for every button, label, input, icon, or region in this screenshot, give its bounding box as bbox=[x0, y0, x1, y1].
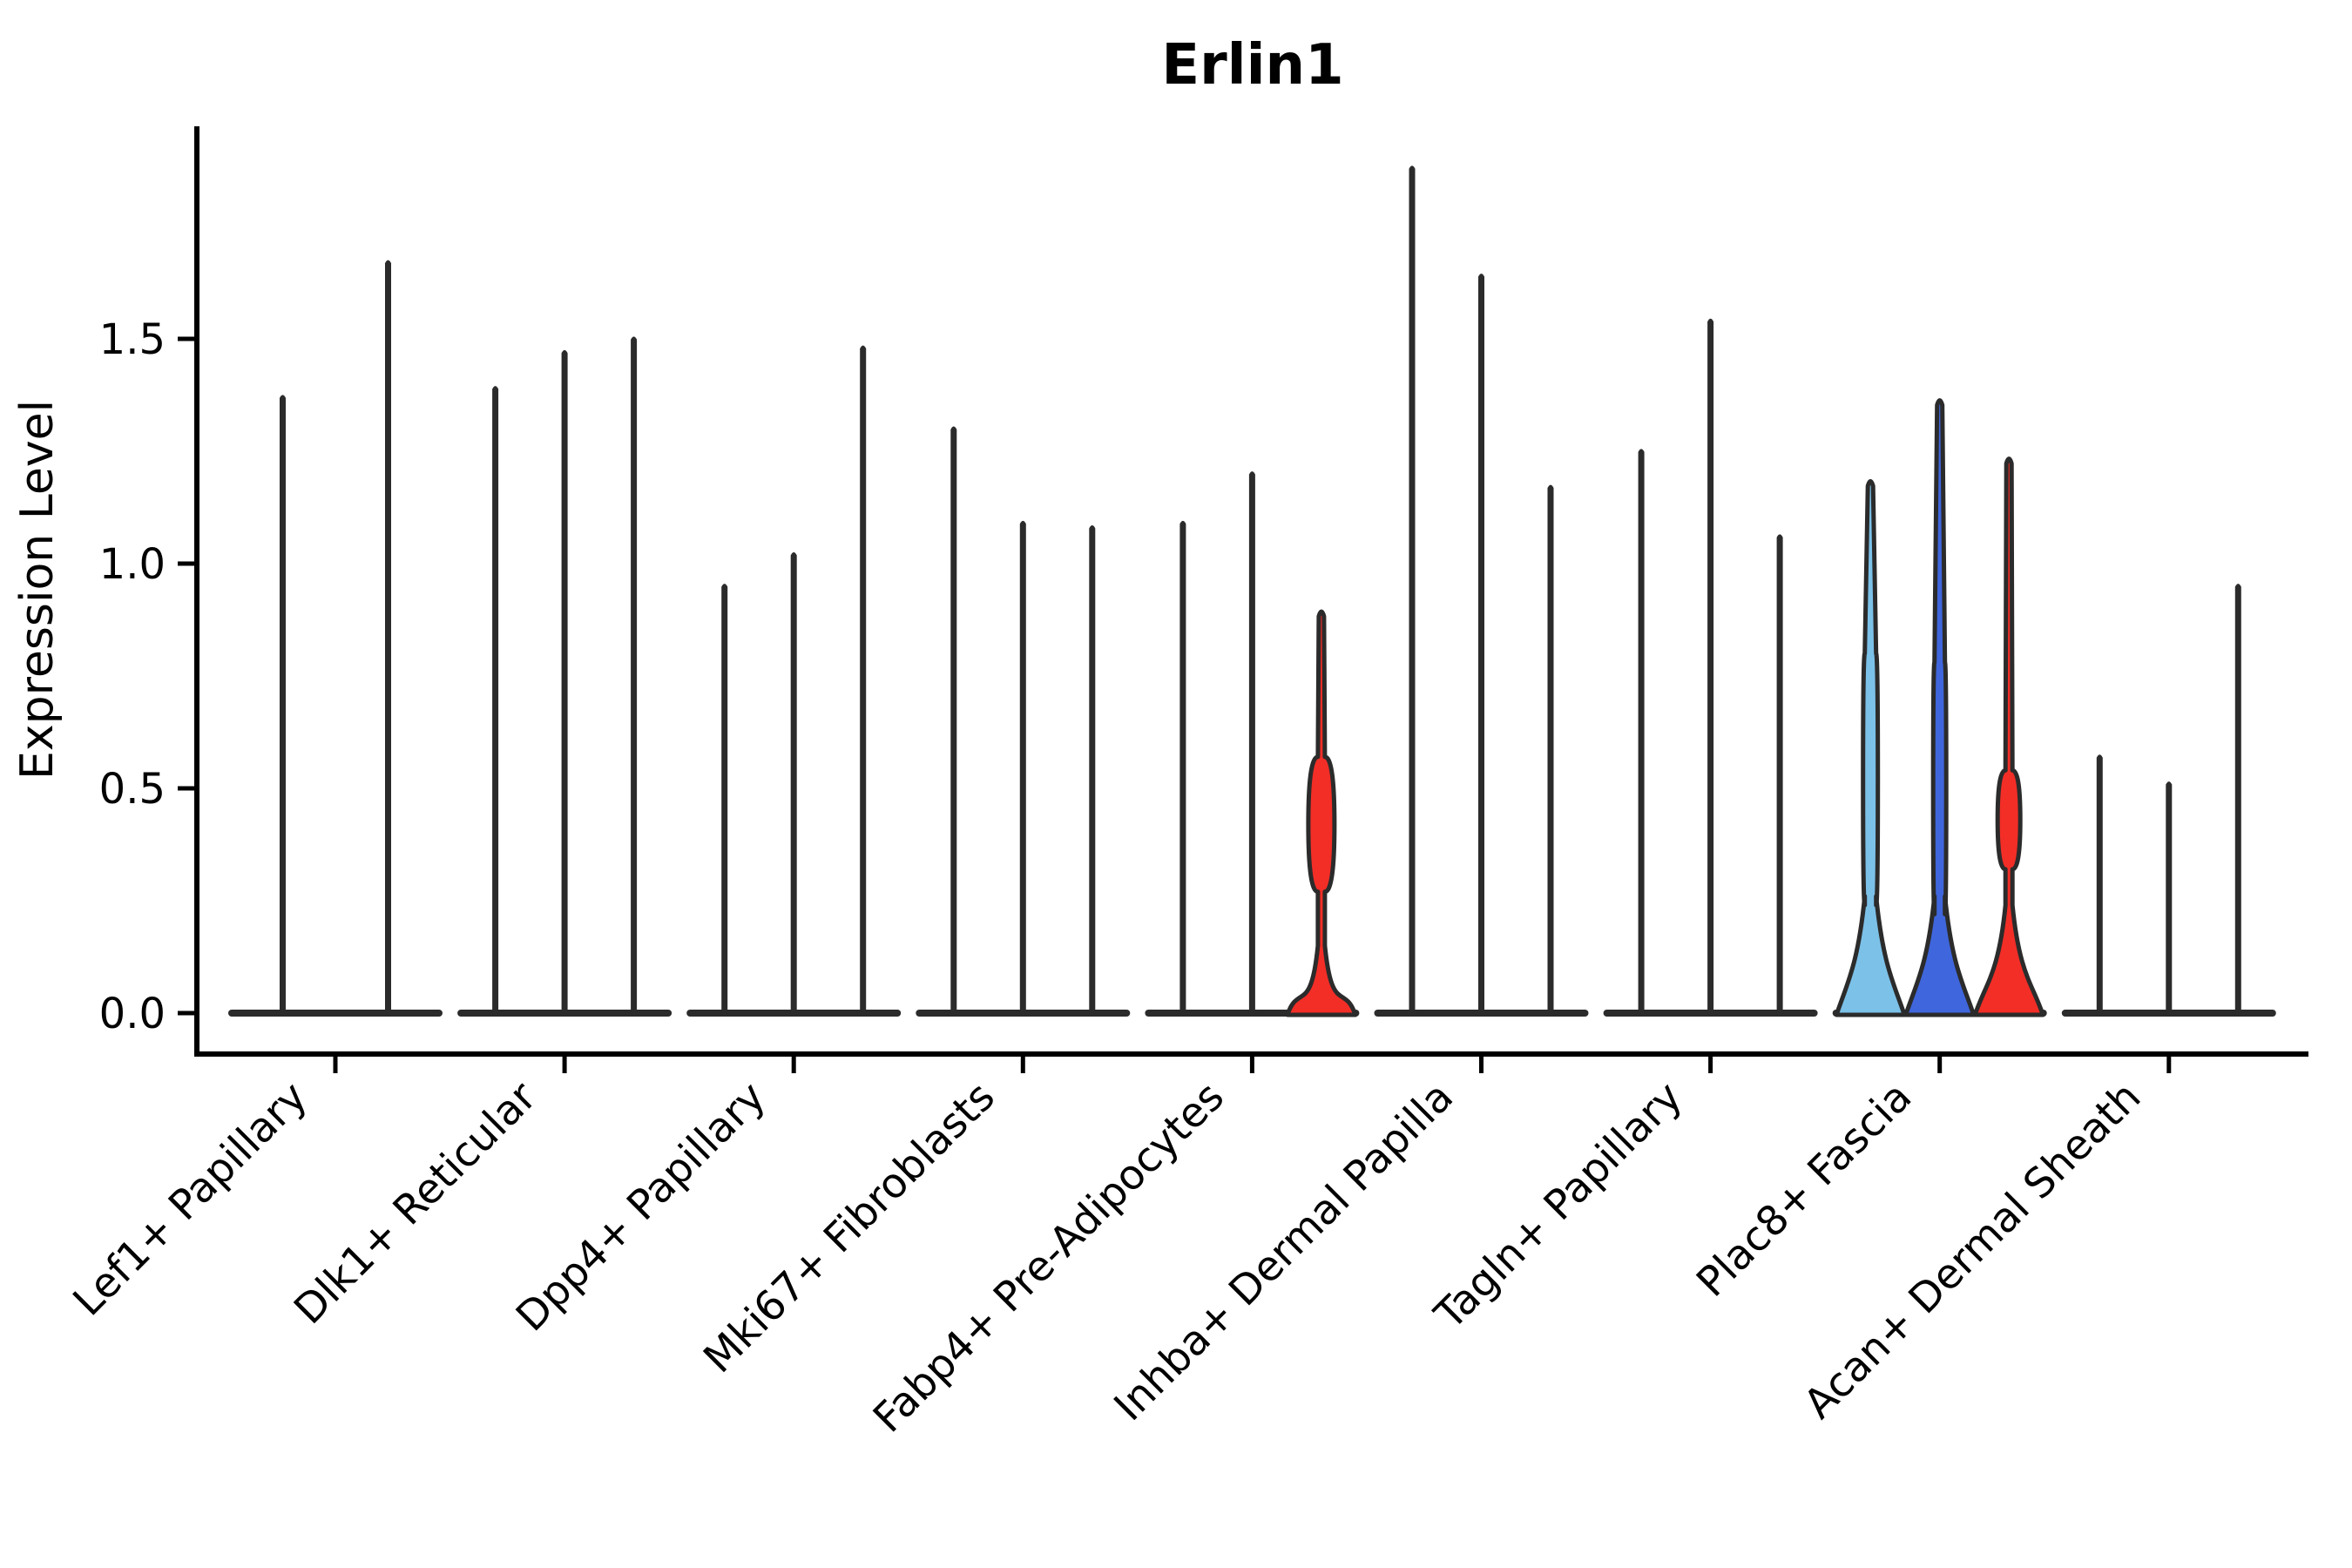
x-tick-label: Dlk1+ Reticular bbox=[285, 1072, 546, 1334]
x-tick-label: Lef1+ Papillary bbox=[64, 1073, 317, 1326]
violin bbox=[1248, 471, 1255, 1015]
violin-filled bbox=[1903, 398, 1977, 1017]
violin bbox=[1478, 274, 1484, 1016]
violin bbox=[1707, 318, 1714, 1015]
violin-filled bbox=[1285, 609, 1358, 1017]
violin bbox=[492, 386, 499, 1016]
y-tick-label: 0.0 bbox=[99, 990, 166, 1038]
violin bbox=[790, 552, 797, 1015]
violin-filled bbox=[1972, 456, 2045, 1017]
violin bbox=[280, 395, 286, 1015]
x-tick-label: Plac8+ Fascia bbox=[1687, 1073, 1921, 1307]
violin bbox=[1409, 166, 1416, 1015]
y-tick-label: 0.5 bbox=[99, 765, 166, 814]
x-tick-label: Dpp4+ Papillary bbox=[507, 1073, 775, 1342]
violin bbox=[2096, 754, 2103, 1015]
violin bbox=[1776, 534, 1783, 1015]
violin bbox=[631, 336, 638, 1016]
x-tick-label: Tagln+ Papillary bbox=[1425, 1073, 1692, 1340]
violin bbox=[721, 584, 728, 1015]
y-tick-label: 1.5 bbox=[99, 315, 166, 364]
violin bbox=[1019, 520, 1026, 1015]
y-tick-label: 1.0 bbox=[99, 540, 166, 589]
violin bbox=[1547, 484, 1554, 1015]
violin-filled bbox=[1834, 478, 1907, 1017]
violin bbox=[1179, 520, 1186, 1015]
violin bbox=[2166, 781, 2173, 1015]
violin bbox=[1638, 449, 1645, 1015]
violin bbox=[2234, 584, 2241, 1015]
violin bbox=[561, 349, 568, 1015]
violin bbox=[860, 345, 867, 1015]
chart-title: Erlin1 bbox=[1161, 33, 1343, 98]
violin-baseline bbox=[228, 1010, 443, 1017]
violin bbox=[950, 426, 957, 1015]
y-axis-label: Expression Level bbox=[11, 400, 64, 780]
violin bbox=[1089, 525, 1096, 1015]
violin bbox=[385, 260, 391, 1015]
